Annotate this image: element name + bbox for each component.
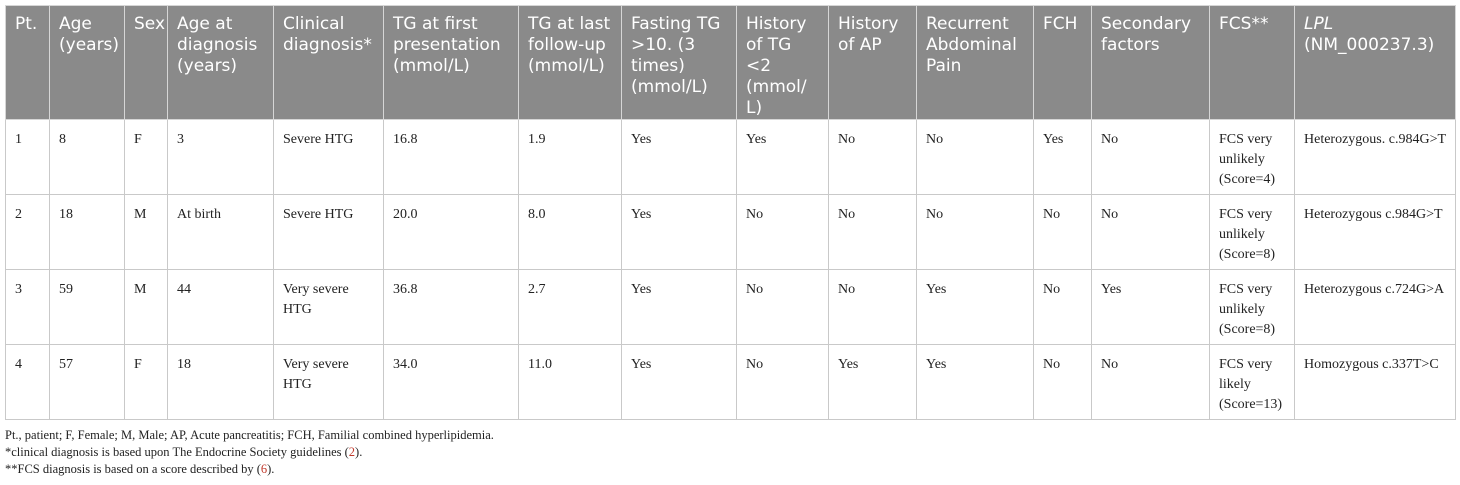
table-cell: No <box>736 344 829 420</box>
table-cell: 1.9 <box>518 119 622 195</box>
header-cell-lpl: LPL (NM_000237.3) <box>1294 5 1456 120</box>
table-cell: No <box>1091 344 1210 420</box>
lpl-gene-label: LPL <box>1304 14 1334 34</box>
table-row: 4 57 F 18 Very severe HTG 34.0 11.0 Yes No Yes Yes… <box>5 344 1456 420</box>
table-cell: No <box>1091 194 1210 270</box>
table-cell: No <box>828 194 917 270</box>
table-cell: Yes <box>621 344 737 420</box>
table-cell: Yes <box>828 344 917 420</box>
table-cell: 36.8 <box>383 269 519 345</box>
table-cell: Yes <box>1033 119 1092 195</box>
header-cell: FCS** <box>1209 5 1295 120</box>
note-text: **FCS diagnosis is based on a score desc… <box>5 462 261 476</box>
table-cell: No <box>736 269 829 345</box>
header-cell: History of AP <box>828 5 917 120</box>
table-body: 1 8 F 3 Severe HTG 16.8 1.9 Yes Yes No No Yes No FCS … <box>5 119 1456 420</box>
table-cell: Heterozygous c.724G>A <box>1294 269 1456 345</box>
patient-table: Pt. Age (years) Sex Age at diagnosis (ye… <box>5 5 1456 420</box>
note-text: *clinical diagnosis is based upon The En… <box>5 445 349 459</box>
table-cell: F <box>124 344 168 420</box>
table-cell: 3 <box>167 119 274 195</box>
table-cell: Severe HTG <box>273 194 384 270</box>
table-cell: Yes <box>621 269 737 345</box>
table-cell: 59 <box>49 269 125 345</box>
header-cell: TG at last follow-up (mmol/L) <box>518 5 622 120</box>
header-cell: Pt. <box>5 5 50 120</box>
table-row: 3 59 M 44 Very severe HTG 36.8 2.7 Yes No No Yes No… <box>5 269 1456 345</box>
reference-link[interactable]: 2 <box>348 445 356 459</box>
table-cell: Very severe HTG <box>273 344 384 420</box>
table-cell: F <box>124 119 168 195</box>
table-cell: 8 <box>49 119 125 195</box>
header-cell: TG at first presentation (mmol/L) <box>383 5 519 120</box>
header-cell: Sex <box>124 5 168 120</box>
table-cell: Yes <box>916 344 1034 420</box>
table-cell: 11.0 <box>518 344 622 420</box>
table-cell: No <box>916 119 1034 195</box>
table-cell: M <box>124 194 168 270</box>
lpl-accession-label: (NM_000237.3) <box>1304 35 1435 55</box>
table-cell: Severe HTG <box>273 119 384 195</box>
table-cell: Yes <box>621 119 737 195</box>
table-cell: No <box>1091 119 1210 195</box>
table-cell: No <box>828 119 917 195</box>
table-cell: No <box>916 194 1034 270</box>
header-cell: Secondary factors <box>1091 5 1210 120</box>
footnotes: Pt., patient; F, Female; M, Male; AP, Ac… <box>5 427 1455 478</box>
reference-link[interactable]: 6 <box>260 462 268 476</box>
header-cell: Age at diagnosis (years) <box>167 5 274 120</box>
table-cell: At birth <box>167 194 274 270</box>
table-cell: 16.8 <box>383 119 519 195</box>
table-cell: Yes <box>916 269 1034 345</box>
table-cell: 2 <box>5 194 50 270</box>
table-cell: FCS very unlikely (Score=8) <box>1209 269 1295 345</box>
table-cell: No <box>828 269 917 345</box>
table-cell: No <box>1033 344 1092 420</box>
table-cell: 1 <box>5 119 50 195</box>
note-text-end: ). <box>355 445 363 459</box>
header-cell: History of TG <2 (mmol/ L) <box>736 5 829 120</box>
table-cell: 2.7 <box>518 269 622 345</box>
header-cell: FCH <box>1033 5 1092 120</box>
table-cell: 44 <box>167 269 274 345</box>
table-cell: 18 <box>167 344 274 420</box>
table-row: 2 18 M At birth Severe HTG 20.0 8.0 Yes No No No No… <box>5 194 1456 270</box>
header-cell: Recurrent Abdominal Pain <box>916 5 1034 120</box>
table-cell: Yes <box>736 119 829 195</box>
clinical-diagnosis-note: *clinical diagnosis is based upon The En… <box>5 444 1455 461</box>
fcs-diagnosis-note: **FCS diagnosis is based on a score desc… <box>5 461 1455 478</box>
table-cell: FCS very unlikely (Score=8) <box>1209 194 1295 270</box>
table-cell: FCS very unlikely (Score=4) <box>1209 119 1295 195</box>
table-row: 1 8 F 3 Severe HTG 16.8 1.9 Yes Yes No No Yes No FCS … <box>5 119 1456 195</box>
table-cell: 20.0 <box>383 194 519 270</box>
header-cell: Age (years) <box>49 5 125 120</box>
note-text-end: ). <box>267 462 275 476</box>
table-cell: Yes <box>1091 269 1210 345</box>
table-cell: 34.0 <box>383 344 519 420</box>
table-cell: 18 <box>49 194 125 270</box>
header-cell: Fasting TG >10. (3 times) (mmol/L) <box>621 5 737 120</box>
table-cell: 4 <box>5 344 50 420</box>
table-cell: Heterozygous c.984G>T <box>1294 194 1456 270</box>
header-row: Pt. Age (years) Sex Age at diagnosis (ye… <box>5 5 1456 120</box>
table-cell: Homozygous c.337T>C <box>1294 344 1456 420</box>
header-cell: Clinical diagnosis* <box>273 5 384 120</box>
table-cell: FCS very likely (Score=13) <box>1209 344 1295 420</box>
table-cell: M <box>124 269 168 345</box>
table-cell: No <box>1033 194 1092 270</box>
table-cell: No <box>1033 269 1092 345</box>
table-cell: Yes <box>621 194 737 270</box>
table-cell: Very severe HTG <box>273 269 384 345</box>
table-cell: Heterozygous. c.984G>T <box>1294 119 1456 195</box>
abbreviations-note: Pt., patient; F, Female; M, Male; AP, Ac… <box>5 428 494 442</box>
table-cell: 57 <box>49 344 125 420</box>
table-container: Pt. Age (years) Sex Age at diagnosis (ye… <box>5 5 1456 478</box>
table-cell: 8.0 <box>518 194 622 270</box>
table-cell: 3 <box>5 269 50 345</box>
table-cell: No <box>736 194 829 270</box>
